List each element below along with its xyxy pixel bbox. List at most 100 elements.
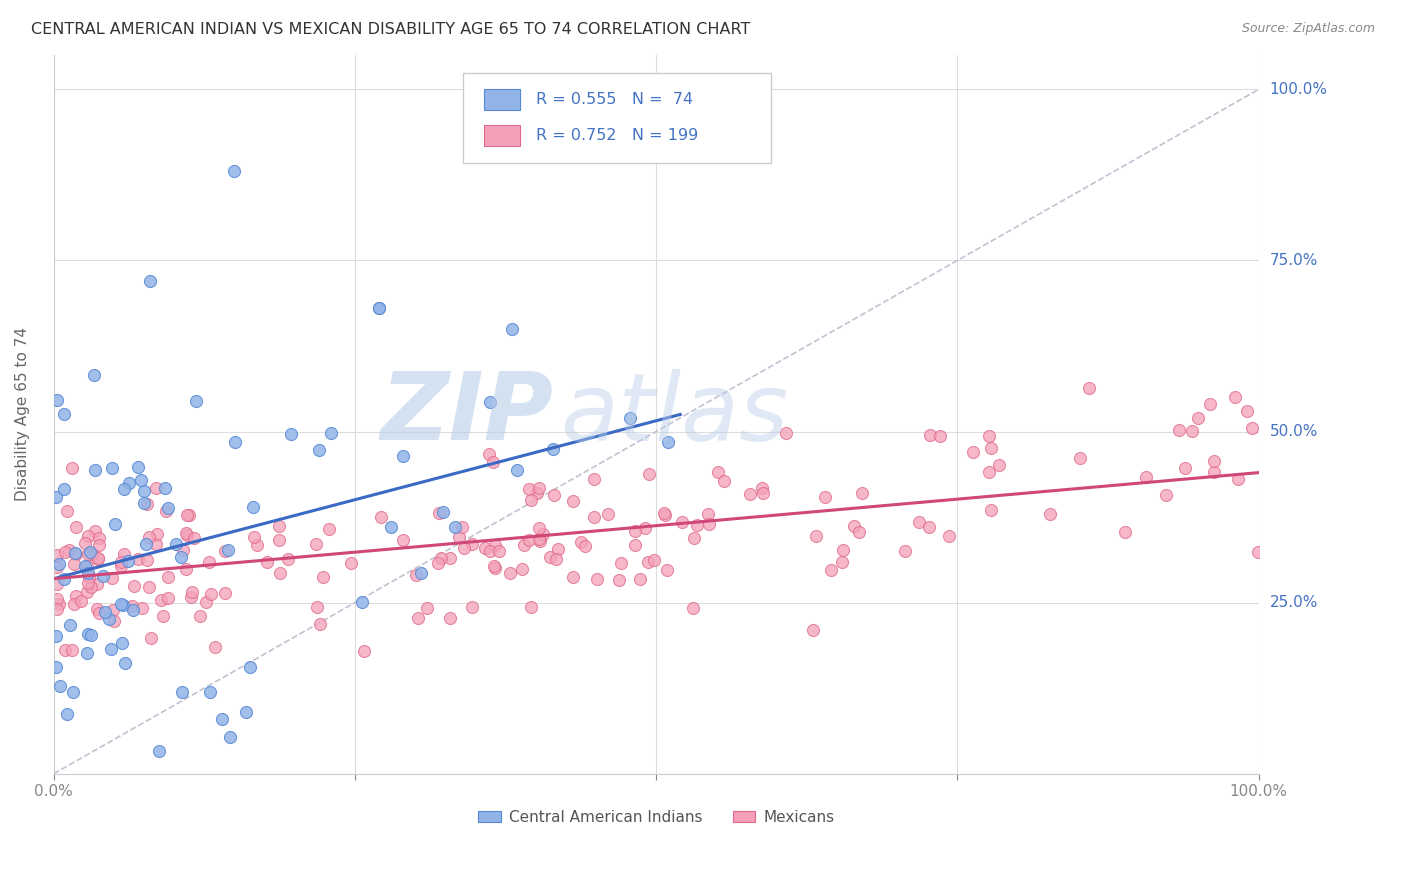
Point: [111, 636, 134, 650]
Point: [1077, 381, 1099, 395]
Point: [527, 481, 550, 495]
Point: [529, 533, 551, 548]
Point: [683, 531, 706, 545]
Point: [1174, 460, 1197, 475]
Point: [235, 705, 257, 719]
Point: [1135, 470, 1157, 484]
Point: [141, 631, 163, 645]
Point: [110, 597, 132, 611]
Point: [150, 593, 173, 607]
Point: [582, 510, 605, 524]
Point: [101, 571, 124, 585]
Point: [76, 627, 98, 641]
Point: [451, 520, 474, 534]
Point: [63, 546, 86, 560]
Point: [217, 543, 239, 558]
Point: [110, 555, 132, 569]
Point: [775, 425, 797, 440]
Point: [269, 566, 291, 580]
Point: [165, 537, 187, 551]
Point: [60, 460, 83, 475]
Point: [48, 557, 70, 571]
Point: [439, 611, 461, 625]
Point: [152, 608, 174, 623]
Point: [478, 447, 501, 461]
Point: [607, 574, 630, 588]
Point: [65, 520, 87, 534]
Point: [851, 485, 873, 500]
Text: Source: ZipAtlas.com: Source: ZipAtlas.com: [1241, 22, 1375, 36]
Point: [527, 520, 550, 534]
Point: [110, 558, 132, 573]
Point: [76, 566, 98, 580]
Point: [176, 508, 198, 523]
Point: [112, 547, 135, 561]
Point: [484, 560, 506, 574]
Point: [79, 580, 101, 594]
Point: [89, 538, 111, 552]
Text: 25.0%: 25.0%: [1270, 595, 1317, 610]
Point: [80, 628, 103, 642]
Point: [52, 482, 75, 496]
Point: [170, 685, 193, 699]
Point: [62, 685, 84, 699]
Point: [46, 577, 69, 591]
FancyBboxPatch shape: [484, 125, 520, 146]
Point: [129, 473, 152, 487]
Point: [46, 549, 69, 563]
Point: [45, 660, 67, 674]
Point: [195, 595, 218, 609]
Point: [368, 301, 391, 316]
Point: [481, 455, 503, 469]
Point: [53, 572, 76, 586]
Point: [543, 488, 565, 502]
Point: [987, 458, 1010, 472]
Point: [619, 411, 641, 425]
Point: [1236, 404, 1258, 418]
FancyBboxPatch shape: [464, 73, 770, 163]
Point: [520, 599, 543, 614]
Point: [243, 530, 266, 544]
Point: [157, 591, 180, 605]
Point: [58, 542, 80, 557]
Point: [138, 530, 160, 544]
Point: [219, 731, 242, 745]
Point: [707, 465, 730, 479]
Y-axis label: Disability Age 65 to 74: Disability Age 65 to 74: [15, 327, 30, 501]
Point: [63, 557, 86, 571]
Point: [1167, 423, 1189, 437]
Point: [962, 445, 984, 459]
Point: [1202, 465, 1225, 479]
Point: [928, 428, 950, 442]
Point: [46, 601, 69, 615]
Point: [60, 643, 83, 657]
Point: [738, 486, 761, 500]
Point: [100, 461, 122, 475]
Point: [686, 518, 709, 533]
Point: [541, 442, 564, 457]
Point: [474, 541, 496, 556]
Point: [76, 585, 98, 599]
Point: [623, 524, 645, 538]
Point: [77, 547, 100, 561]
Point: [977, 465, 1000, 479]
Point: [155, 504, 177, 518]
Point: [321, 426, 343, 441]
Point: [630, 572, 652, 586]
Point: [214, 544, 236, 558]
Point: [277, 552, 299, 566]
Point: [56, 707, 79, 722]
Point: [652, 506, 675, 520]
Point: [136, 553, 159, 567]
Point: [63, 597, 86, 611]
Point: [499, 566, 522, 581]
Point: [655, 563, 678, 577]
Point: [172, 542, 194, 557]
Point: [224, 435, 246, 450]
Point: [1202, 453, 1225, 467]
Point: [112, 483, 135, 497]
Point: [598, 507, 620, 521]
Point: [1154, 488, 1177, 502]
Point: [91, 569, 114, 583]
Point: [814, 490, 837, 504]
